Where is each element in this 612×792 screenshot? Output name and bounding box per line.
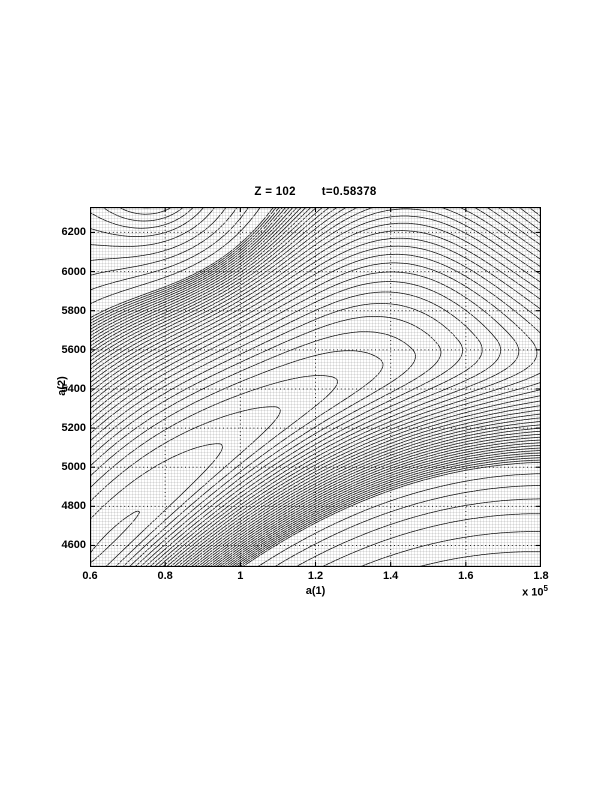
y-tick-label: 5600 bbox=[61, 343, 86, 356]
x-tick-label: 0.6 bbox=[82, 570, 98, 582]
x-tick-label: 1.4 bbox=[383, 570, 399, 582]
contour-plot-canvas bbox=[90, 207, 541, 567]
x-axis-label: a(1) bbox=[305, 585, 326, 597]
plot-title: Z = 102 t=0.58378 bbox=[90, 186, 541, 201]
x-tick-label: 1.2 bbox=[307, 570, 324, 582]
x-axis-multiplier: x 105 bbox=[522, 584, 548, 599]
y-tick-label: 6000 bbox=[61, 265, 86, 278]
title-z-value: Z = 102 bbox=[254, 186, 296, 198]
y-tick-label: 5800 bbox=[61, 304, 86, 317]
y-axis-label: a(2) bbox=[56, 376, 68, 396]
x-tick-label: 1.8 bbox=[533, 570, 549, 582]
y-tick-label: 5400 bbox=[61, 382, 86, 395]
y-tick-label: 5000 bbox=[61, 461, 86, 474]
x-tick-label: 1.6 bbox=[458, 570, 474, 582]
x-tick-label: 0.8 bbox=[157, 570, 173, 582]
y-tick-label: 4600 bbox=[61, 539, 86, 552]
y-tick-label: 5200 bbox=[61, 422, 86, 435]
x-axis-multiplier-exponent: 5 bbox=[543, 584, 548, 593]
title-t-value: t=0.58378 bbox=[321, 186, 377, 198]
y-tick-label: 4800 bbox=[61, 500, 86, 513]
plot-area bbox=[90, 207, 541, 567]
x-tick-label: 1 bbox=[237, 570, 244, 582]
y-tick-label: 6200 bbox=[61, 226, 86, 239]
